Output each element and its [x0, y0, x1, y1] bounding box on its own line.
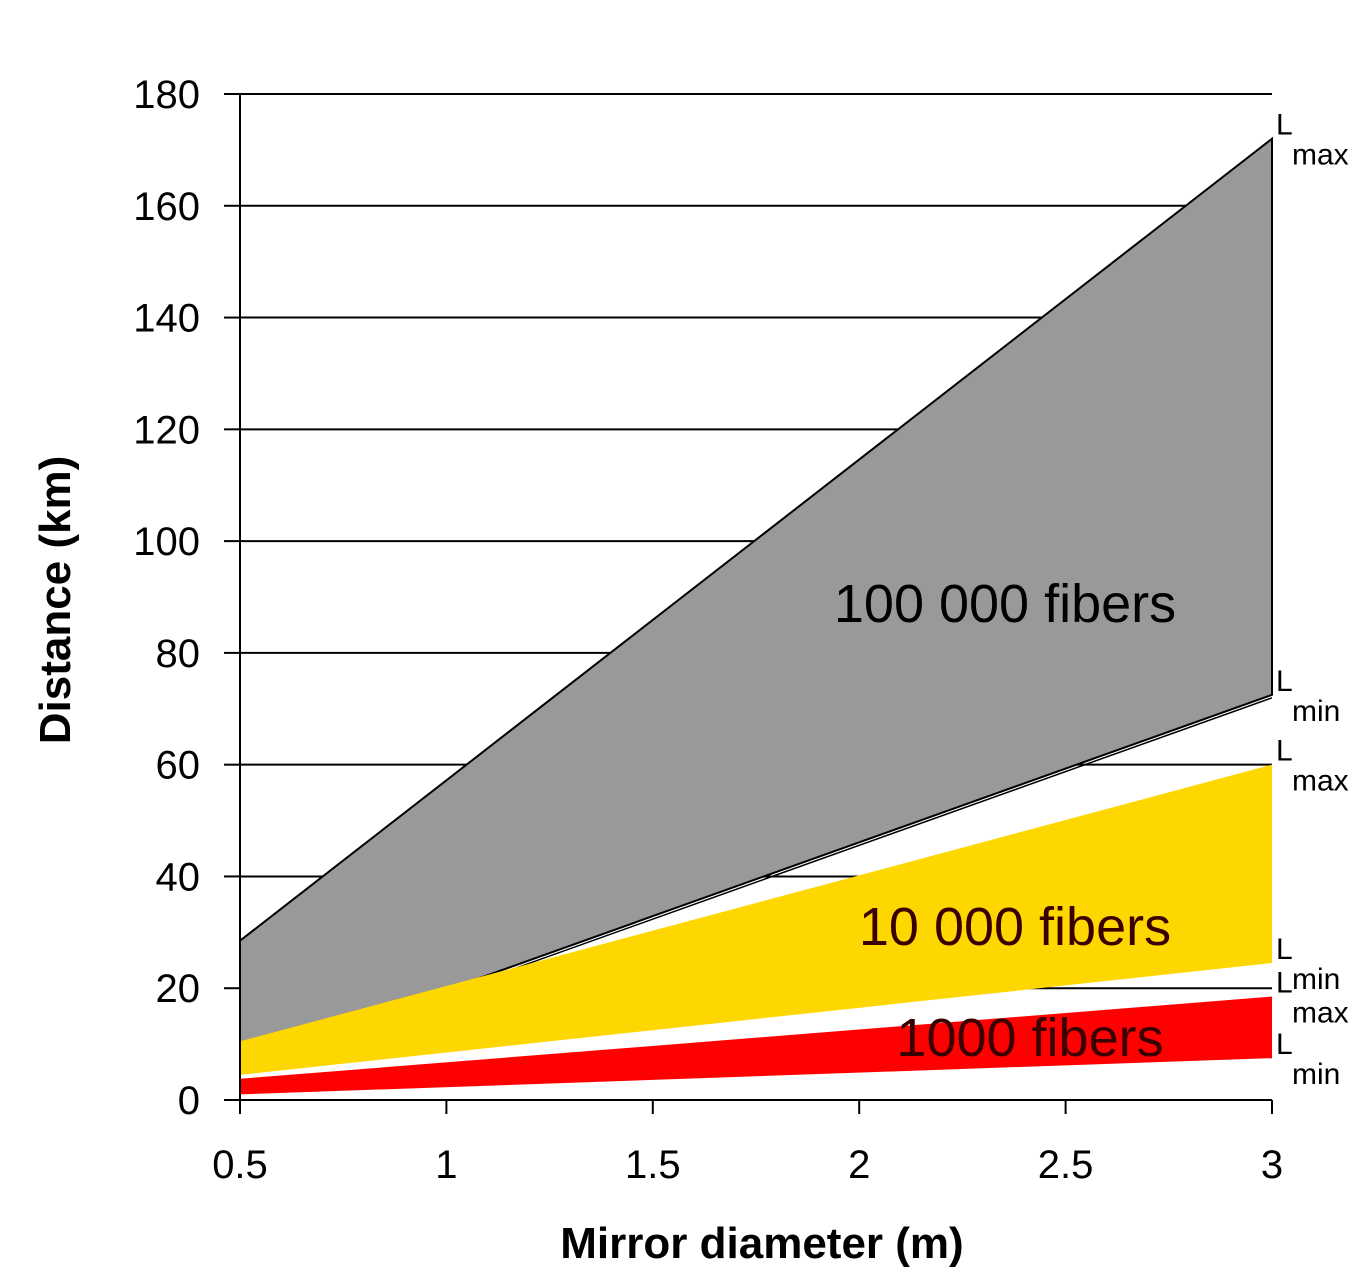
- y-tick-label: 60: [156, 744, 201, 788]
- y-tick-label: 180: [133, 73, 200, 117]
- y-tick-label: 100: [133, 520, 200, 564]
- edge-label-sub: max: [1292, 139, 1349, 172]
- x-tick-label: 1: [435, 1143, 457, 1187]
- tick-labels: 0 20 40 60 80 100 120 140 160 180 0.5 1 1.5 2 2.5 3: [133, 73, 1283, 1187]
- y-tick-label: 40: [156, 855, 201, 899]
- edge-label-main: L: [1276, 933, 1293, 966]
- band-10000-fibers: [240, 764, 1272, 1075]
- edge-label-sub: max: [1292, 997, 1349, 1030]
- series-label: 10 000 fibers: [859, 897, 1171, 957]
- annotations: 100 000 fibers 10 000 fibers 1000 fibers Lm…: [834, 109, 1349, 1091]
- x-tick-label: 1.5: [625, 1143, 681, 1187]
- fiber-bands: [239, 136, 1273, 1095]
- band-1000-fibers: [240, 996, 1272, 1095]
- edge-label-main: L: [1276, 735, 1293, 768]
- x-tick-label: 2: [848, 1143, 870, 1187]
- y-tick-label: 0: [178, 1079, 200, 1123]
- series-label: 100 000 fibers: [834, 574, 1176, 634]
- edge-label-sub: min: [1292, 695, 1340, 728]
- edge-label-sub: min: [1292, 963, 1340, 996]
- y-tick-label: 140: [133, 297, 200, 341]
- x-tick-label: 2.5: [1038, 1143, 1094, 1187]
- x-tick-label: 3: [1261, 1143, 1283, 1187]
- y-tick-label: 80: [156, 632, 201, 676]
- edge-label-sub: min: [1292, 1058, 1340, 1091]
- edge-label-main: L: [1276, 109, 1293, 142]
- edge-label-sub: max: [1292, 765, 1349, 798]
- y-axis-title: Distance (km): [31, 456, 80, 745]
- x-tick-label: 0.5: [212, 1143, 268, 1187]
- axes: [224, 93, 1273, 1114]
- x-axis-title: Mirror diameter (m): [560, 1219, 963, 1268]
- edge-label-main: L: [1276, 967, 1293, 1000]
- y-tick-label: 120: [133, 408, 200, 452]
- edge-label-main: L: [1276, 1028, 1293, 1061]
- edge-label-main: L: [1276, 665, 1293, 698]
- series-label: 1000 fibers: [896, 1008, 1163, 1068]
- y-tick-label: 160: [133, 185, 200, 229]
- y-tick-label: 20: [156, 967, 201, 1011]
